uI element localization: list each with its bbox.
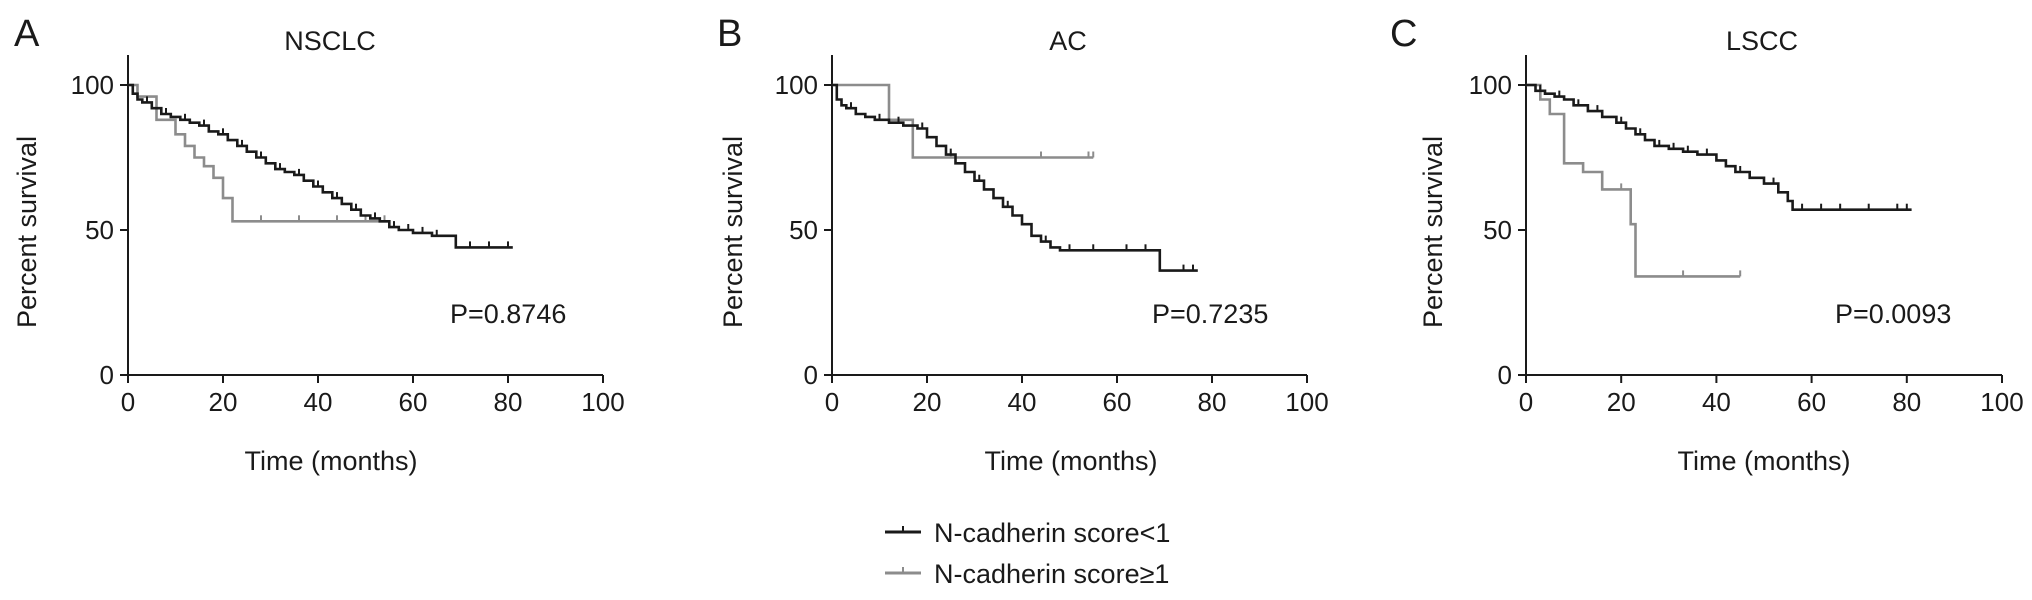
survival-curves (128, 83, 513, 249)
plot-axes: 0 50 100 0 20 40 60 80 100 (775, 55, 1329, 417)
x-tick-label: 60 (1797, 387, 1826, 417)
x-tick-label: 60 (1103, 387, 1132, 417)
p-value-annotation: P=0.0093 (1835, 299, 1951, 329)
x-tick-label: 20 (1607, 387, 1636, 417)
p-value-annotation: P=0.7235 (1152, 299, 1268, 329)
x-tick-label: 60 (399, 387, 428, 417)
x-axis-title: Time (months) (984, 446, 1157, 476)
x-tick-label: 80 (1892, 387, 1921, 417)
x-tick-label: 20 (209, 387, 238, 417)
survival-curve-score-at-least-1 (128, 83, 390, 223)
y-tick-label: 100 (71, 70, 114, 100)
x-tick-label: 0 (1519, 387, 1533, 417)
x-tick-label: 0 (121, 387, 135, 417)
x-tick-label: 100 (1980, 387, 2023, 417)
legend-item: N-cadherin score<1 (885, 518, 1170, 548)
panel-title: AC (1049, 26, 1087, 56)
legend-label: N-cadherin score<1 (934, 518, 1170, 548)
x-tick-label: 100 (581, 387, 624, 417)
panel-letter: A (14, 13, 40, 55)
y-tick-label: 50 (85, 215, 114, 245)
y-tick-label: 0 (100, 360, 114, 390)
survival-curves (832, 83, 1198, 272)
x-tick-label: 40 (1702, 387, 1731, 417)
survival-curve-score-below-1 (1526, 83, 1912, 211)
panel-letter: B (717, 13, 742, 55)
legend-label: N-cadherin score≥1 (934, 559, 1169, 589)
x-tick-label: 0 (825, 387, 839, 417)
y-tick-label: 100 (1469, 70, 1512, 100)
survival-curve-score-at-least-1 (832, 83, 1094, 159)
x-axis-title: Time (months) (244, 446, 417, 476)
plot-axes: 0 50 100 0 20 40 60 80 100 (71, 55, 625, 417)
x-tick-label: 40 (1008, 387, 1037, 417)
survival-curves (1526, 83, 1912, 278)
y-tick-label: 0 (1498, 360, 1512, 390)
survival-curve-score-below-1 (128, 83, 513, 249)
survival-curve-score-at-least-1 (1526, 83, 1741, 278)
y-axis-title: Percent survival (12, 136, 42, 328)
y-axis-title: Percent survival (718, 136, 748, 328)
panel-nsclc: A NSCLC 0 50 100 0 20 40 60 80 100 Time (months)… (12, 13, 625, 476)
y-axis-title: Percent survival (1418, 136, 1448, 328)
panel-title: LSCC (1726, 26, 1798, 56)
x-tick-label: 20 (913, 387, 942, 417)
survival-curve-score-below-1 (832, 83, 1198, 272)
y-tick-label: 50 (1483, 215, 1512, 245)
p-value-annotation: P=0.8746 (450, 299, 566, 329)
x-axis-title: Time (months) (1677, 446, 1850, 476)
panel-ac: B AC 0 50 100 0 20 40 60 80 100 Time (months) Pe… (717, 13, 1329, 476)
x-tick-label: 80 (494, 387, 523, 417)
legend: N-cadherin score<1 N-cadherin score≥1 (885, 518, 1170, 589)
x-tick-label: 40 (304, 387, 333, 417)
x-tick-label: 80 (1198, 387, 1227, 417)
y-tick-label: 0 (804, 360, 818, 390)
plot-axes: 0 50 100 0 20 40 60 80 100 (1469, 55, 2024, 417)
legend-item: N-cadherin score≥1 (885, 559, 1169, 589)
panel-letter: C (1390, 13, 1417, 55)
y-tick-label: 50 (789, 215, 818, 245)
panel-title: NSCLC (284, 26, 376, 56)
x-tick-label: 100 (1285, 387, 1328, 417)
y-tick-label: 100 (775, 70, 818, 100)
